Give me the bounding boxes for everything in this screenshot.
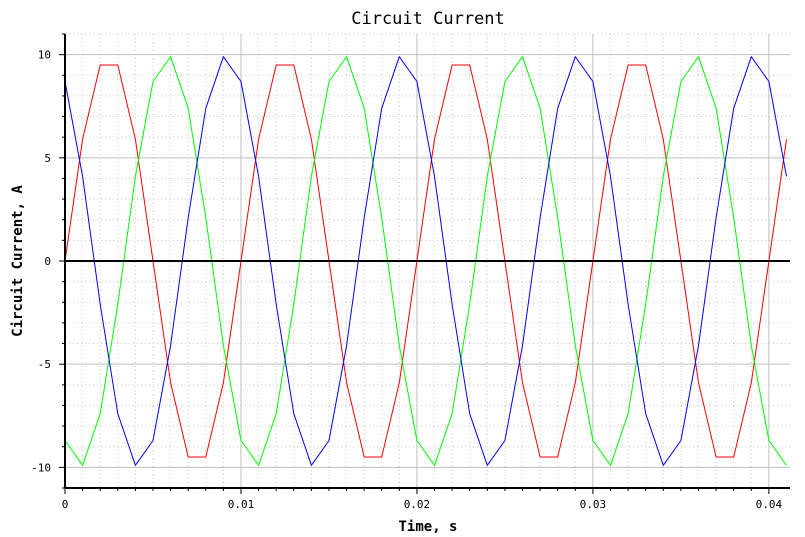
y-tick-label: 5 bbox=[44, 152, 51, 165]
x-tick-label: 0.04 bbox=[756, 498, 783, 511]
x-tick-label: 0.03 bbox=[580, 498, 607, 511]
y-axis-label: Circuit Current, A bbox=[10, 185, 26, 337]
x-tick-label: 0.01 bbox=[228, 498, 255, 511]
y-tick-label: 10 bbox=[38, 49, 51, 62]
minor-grid bbox=[65, 33, 790, 489]
y-tick-labels: -10 -5 0 5 10 bbox=[31, 49, 51, 475]
series-line-3 bbox=[64, 56, 787, 466]
series-layer bbox=[64, 56, 787, 466]
x-tick-label: 0.02 bbox=[404, 498, 431, 511]
y-tick-label: 0 bbox=[44, 255, 51, 268]
axes-layer bbox=[59, 33, 790, 494]
y-tick-label: -5 bbox=[38, 358, 51, 371]
series-line-2 bbox=[64, 56, 787, 466]
x-tick-label: 0 bbox=[62, 498, 69, 511]
x-axis-label: Time, s bbox=[398, 519, 457, 535]
y-tick-label: -10 bbox=[31, 461, 51, 474]
chart-title: Circuit Current bbox=[351, 9, 505, 29]
x-tick-labels: 0 0.01 0.02 0.03 0.04 bbox=[62, 498, 783, 511]
